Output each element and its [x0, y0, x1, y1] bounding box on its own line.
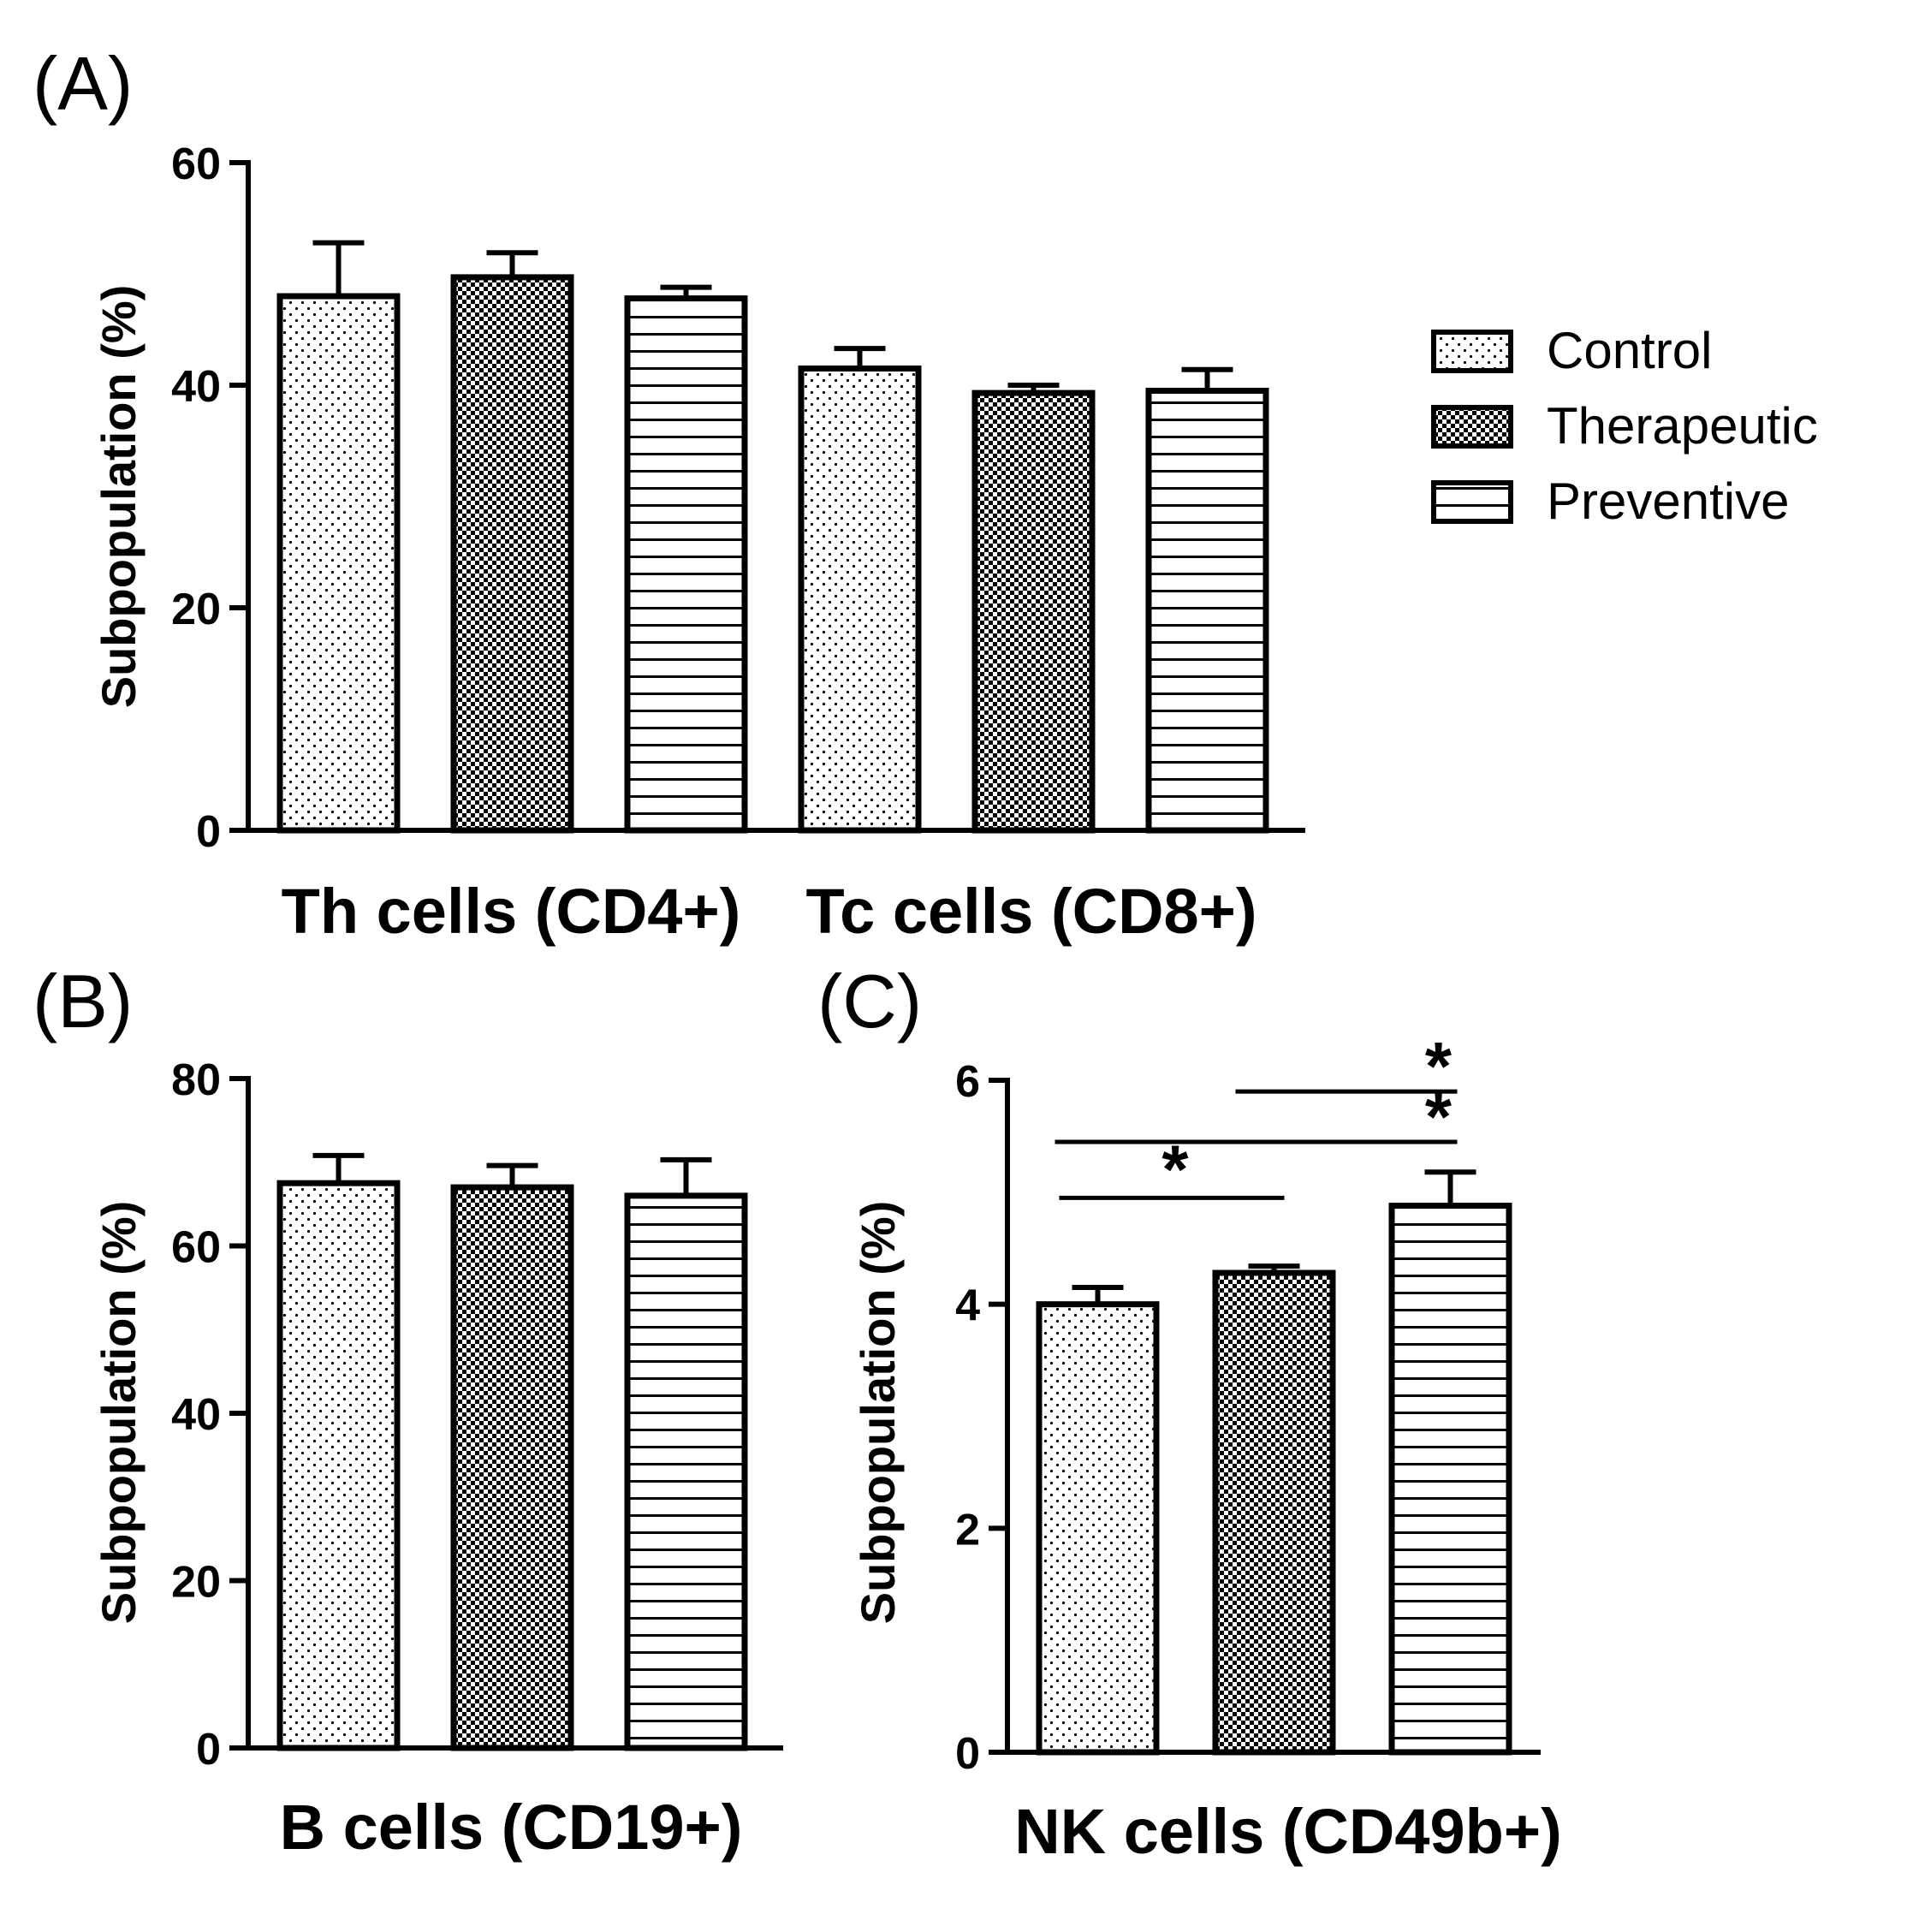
panel-a-category-label-1: Tc cells (CD8+)	[805, 876, 1256, 947]
panel-c-sig-star-2: *	[1425, 1028, 1453, 1104]
panel-a-y-axis-title: Subpopulation (%)	[92, 285, 146, 709]
legend: Control Therapeutic Preventive	[1431, 322, 1818, 530]
panel-a-y-tick-label-40: 40	[171, 362, 221, 412]
legend-label-therapeutic: Therapeutic	[1547, 397, 1818, 455]
panel-a-bar-preventive-0	[624, 295, 748, 834]
legend-swatch-control	[1431, 330, 1513, 373]
panel-c-bar-preventive-0	[1388, 1203, 1512, 1756]
legend-item-control: Control	[1431, 322, 1712, 379]
panel-a-y-tick-label-0: 0	[196, 807, 221, 857]
legend-swatch-therapeutic	[1431, 405, 1513, 449]
panel-b-category-label-0: B cells (CD19+)	[280, 1792, 743, 1863]
panel-b-chart: (B) 0 20 40 60 80 Subpopulation (%) B cells …	[33, 959, 783, 1863]
legend-swatch-preventive	[1431, 480, 1513, 524]
panel-b-bar-therapeutic-0	[450, 1184, 574, 1751]
panel-b-y-axis-title: Subpopulation (%)	[92, 1201, 146, 1625]
panel-c-significance: ***	[1054, 1028, 1458, 1207]
panel-b-axes: 0 20 40 60 80	[171, 1055, 783, 1774]
legend-item-therapeutic: Therapeutic	[1431, 397, 1818, 455]
panel-b-bar-control-0	[276, 1180, 401, 1751]
legend-label-preventive: Preventive	[1547, 473, 1789, 530]
panel-b-y-tick-label-60: 60	[171, 1223, 221, 1273]
panel-a-letter: (A)	[33, 41, 133, 126]
panel-b-y-tick-label-0: 0	[196, 1725, 221, 1774]
panel-b-y-tick-label-20: 20	[171, 1558, 221, 1608]
panel-c-y-tick-label-0: 0	[955, 1729, 980, 1779]
panel-c-bar-therapeutic-0	[1212, 1269, 1336, 1756]
panel-c-chart: (C) 0 2 4 6 *** Subpopulation (%) NK cells …	[817, 959, 1562, 1867]
panel-c-bars	[1036, 1169, 1512, 1756]
panel-c-y-axis-title: Subpopulation (%)	[851, 1201, 905, 1625]
panel-c-letter: (C)	[817, 959, 922, 1043]
panel-a-bar-control-1	[798, 366, 922, 834]
panel-c-bar-control-0	[1036, 1301, 1160, 1756]
panel-a-bar-preventive-1	[1145, 388, 1269, 834]
panel-b-y-tick-label-80: 80	[171, 1055, 221, 1105]
panel-a-bar-therapeutic-0	[450, 274, 574, 834]
panel-a-bar-control-0	[276, 293, 401, 834]
panel-b-y-tick-label-40: 40	[171, 1390, 221, 1440]
panel-b-letter: (B)	[33, 959, 133, 1043]
legend-label-control: Control	[1547, 322, 1712, 379]
panel-c-category-label-0: NK cells (CD49b+)	[1014, 1796, 1561, 1867]
panel-a-bars	[276, 240, 1269, 834]
panel-a-category-label-0: Th cells (CD4+)	[282, 876, 741, 947]
panel-a-y-tick-label-20: 20	[171, 585, 221, 634]
panel-a-y-tick-label-60: 60	[171, 140, 221, 189]
panel-a-bar-therapeutic-1	[971, 389, 1096, 834]
panel-c-y-tick-label-6: 6	[955, 1057, 980, 1107]
panel-c-y-tick-label-2: 2	[955, 1505, 980, 1555]
panel-b-bars	[276, 1152, 748, 1751]
legend-item-preventive: Preventive	[1431, 473, 1789, 530]
panel-a-chart: (A) 0 20 40 60 Subpopulation (%) Th cells (…	[33, 41, 1305, 947]
panel-a-axes: 0 20 40 60	[171, 140, 1305, 857]
panel-c-y-tick-label-4: 4	[955, 1281, 980, 1331]
panel-b-bar-preventive-0	[624, 1192, 748, 1751]
